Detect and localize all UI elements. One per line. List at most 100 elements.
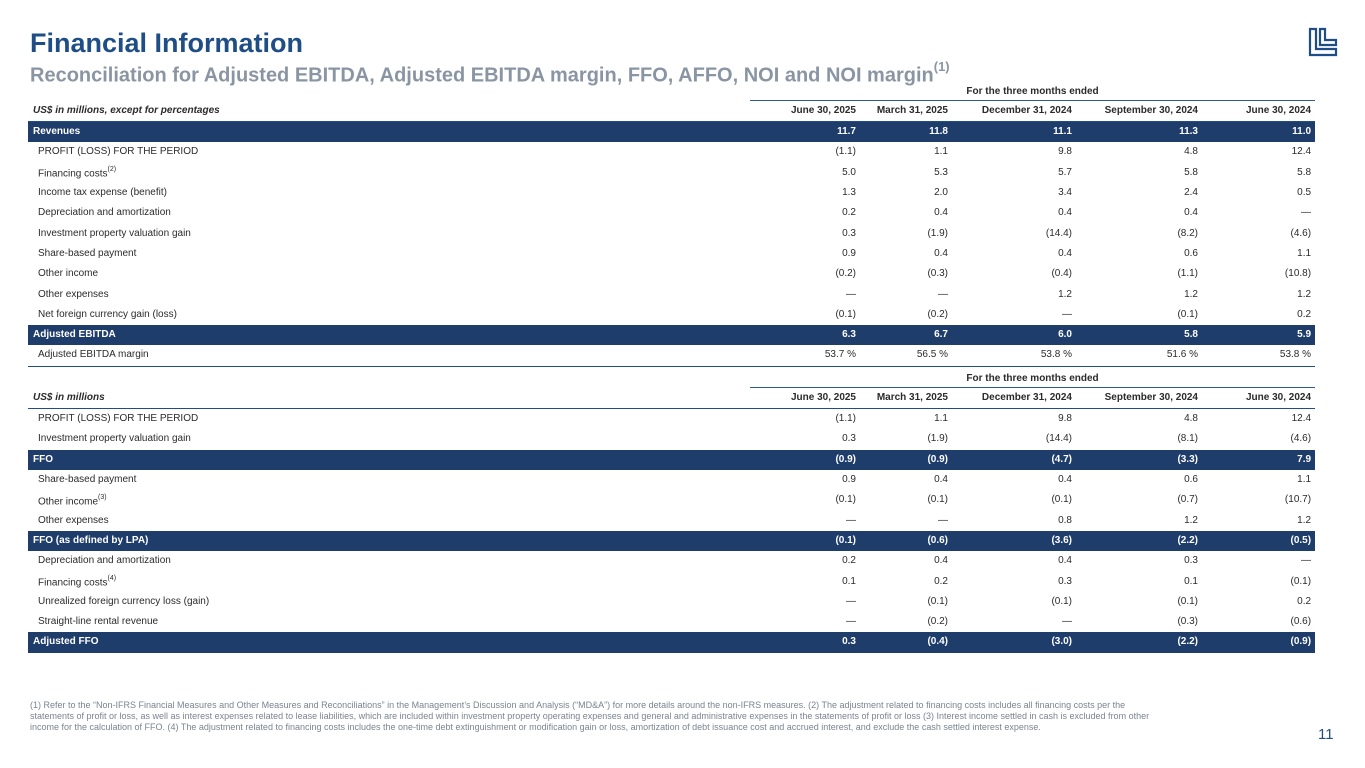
table-row: Unrealized foreign currency loss (gain) —…: [28, 592, 1315, 612]
table-cell-value: 0.1: [842, 575, 856, 587]
table-cell-value: 0.1: [1184, 575, 1198, 587]
table-cell-value: 51.6 %: [1076, 345, 1202, 367]
row-label: Share-based payment: [28, 470, 750, 490]
row-label: Adjusted EBITDA margin: [28, 345, 750, 367]
table-row: Income tax expense (benefit) 1.3 2.0 3.4 2.4…: [28, 183, 1315, 203]
table-cell-value: —: [846, 514, 856, 526]
table-cell-value: (0.1): [1177, 595, 1198, 607]
table-cell-value: (10.8): [1284, 268, 1312, 280]
table-cell-value: 5.7: [1058, 166, 1072, 178]
table-cell-value: 0.4: [1058, 247, 1072, 259]
table-cell-value: 1.2: [1184, 288, 1198, 300]
subtitle-footnote-ref: (1): [933, 59, 950, 74]
table-cell-value: 0.2: [842, 555, 856, 567]
column-header: December 31, 2024: [952, 387, 1076, 409]
row-label-text: Unrealized foreign currency loss (gain): [38, 595, 210, 607]
row-label-text: Adjusted FFO: [33, 636, 99, 648]
footnote-ref: (3): [98, 493, 107, 501]
row-label-text: Net foreign currency gain (loss): [38, 308, 177, 320]
table-cell-value: (3.0): [952, 632, 1076, 653]
table-row: Revenues 11.7 11.8 11.1 11.3 11.0: [28, 121, 1316, 143]
table-cell-value: 1.1: [934, 146, 948, 158]
row-label-text: Financing costs: [38, 168, 108, 180]
table-row: FFO (0.9) (0.9) (4.7) (3.3) 7.9: [28, 449, 1316, 470]
table-cell-value: (0.1): [835, 494, 856, 506]
table-cell-value: —: [938, 288, 948, 300]
table-row: PROFIT (LOSS) FOR THE PERIOD (1.1) 1.1 9.8 4…: [28, 142, 1315, 162]
table-cell-value: (0.2): [927, 308, 948, 320]
table-cell-value: 0.4: [1184, 207, 1198, 219]
table-cell-value: (0.6): [1290, 616, 1312, 628]
row-label: Investment property valuation gain: [28, 429, 750, 449]
row-label: Investment property valuation gain: [28, 223, 750, 243]
table-cell-value: 0.4: [934, 474, 948, 486]
table-cell-value: 1.1: [1297, 247, 1312, 259]
row-label-text: Other expenses: [38, 514, 109, 526]
row-label: PROFIT (LOSS) FOR THE PERIOD: [28, 142, 750, 162]
table-cell-value: 3.4: [1058, 187, 1072, 199]
table-cell-value: (10.7): [1284, 494, 1312, 506]
row-label: FFO (as defined by LPA): [28, 530, 750, 552]
column-header: June 30, 2025: [750, 100, 860, 122]
row-label: Other income(3): [28, 490, 750, 510]
table-cell-value: —: [1062, 616, 1072, 628]
table-cell-value: (0.4): [860, 632, 952, 653]
table-cell-value: (0.9): [860, 449, 952, 470]
row-label-text: FFO: [33, 453, 53, 465]
row-label-text: Other expenses: [38, 288, 109, 300]
table-row: Other income (0.2) (0.3) (0.4) (1.1) (10.8): [28, 264, 1315, 284]
table-cell-value: 0.5: [1297, 187, 1312, 199]
table-cell-value: 56.5 %: [860, 345, 952, 367]
table-cell-value: (0.9): [750, 449, 860, 470]
period-header: For the three months ended: [750, 370, 1316, 388]
table-cell-value: —: [938, 514, 948, 526]
table-row: Straight-line rental revenue — (0.2) — (0.3)…: [28, 612, 1315, 632]
table-cell-value: 0.2: [1297, 595, 1312, 607]
table-row: Other income(3) (0.1) (0.1) (0.1) (0.7) (10.7…: [28, 490, 1315, 510]
units-label: US$ in millions: [28, 387, 750, 409]
row-label: Revenues: [28, 121, 750, 143]
table-cell-value: (3.6): [952, 530, 1076, 552]
table-cell-value: 5.8: [1297, 166, 1312, 178]
table-row: Financing costs(2) 5.0 5.3 5.7 5.8 5.8: [28, 163, 1315, 183]
table-cell-value: 53.7 %: [750, 345, 860, 367]
table-cell-value: 5.3: [934, 166, 948, 178]
row-label-text: Straight-line rental revenue: [38, 616, 159, 628]
page-subtitle: Reconciliation for Adjusted EBITDA, Adju…: [30, 58, 950, 88]
row-label-text: Depreciation and amortization: [38, 207, 171, 219]
table-cell-value: 7.9: [1202, 449, 1316, 470]
table-cell-value: 0.3: [842, 433, 856, 445]
table-cell-value: 1.2: [1297, 288, 1312, 300]
row-label: FFO: [28, 449, 750, 470]
table-cell-value: (0.1): [750, 530, 860, 552]
table-row: Adjusted EBITDA margin 53.7 % 56.5 % 53.8 %…: [28, 345, 1316, 367]
row-label: Depreciation and amortization: [28, 551, 750, 571]
table-cell-value: (1.9): [927, 227, 948, 239]
table-spacer: [28, 83, 750, 101]
table-row: Investment property valuation gain 0.3 (1.…: [28, 429, 1315, 449]
table-cell-value: 12.4: [1291, 146, 1312, 158]
table-cell-value: 1.2: [1297, 514, 1312, 526]
column-header: September 30, 2024: [1076, 387, 1202, 409]
table-cell-value: (0.7): [1177, 494, 1198, 506]
row-label: Share-based payment: [28, 244, 750, 264]
table-cell-value: 0.9: [842, 247, 856, 259]
column-header: June 30, 2024: [1202, 387, 1316, 409]
table-cell-value: (1.1): [1177, 268, 1198, 280]
table-cell-value: 53.8 %: [952, 345, 1076, 367]
row-label: Income tax expense (benefit): [28, 183, 750, 203]
row-label: Adjusted EBITDA: [28, 324, 750, 346]
table-cell-value: —: [1301, 555, 1312, 567]
table-cell-value: 0.8: [1058, 514, 1072, 526]
row-label-text: Other income: [38, 268, 99, 280]
table-cell-value: (0.4): [1051, 268, 1072, 280]
table-cell-value: —: [846, 595, 856, 607]
table-cell-value: —: [846, 616, 856, 628]
table-cell-value: (2.2): [1076, 530, 1202, 552]
table-cell-value: (4.7): [952, 449, 1076, 470]
table-cell-value: 0.3: [842, 227, 856, 239]
table-cell-value: (0.1): [1051, 494, 1072, 506]
table-cell-value: (1.9): [927, 433, 948, 445]
table-cell-value: 2.4: [1184, 187, 1198, 199]
row-label-text: Revenues: [33, 126, 81, 138]
